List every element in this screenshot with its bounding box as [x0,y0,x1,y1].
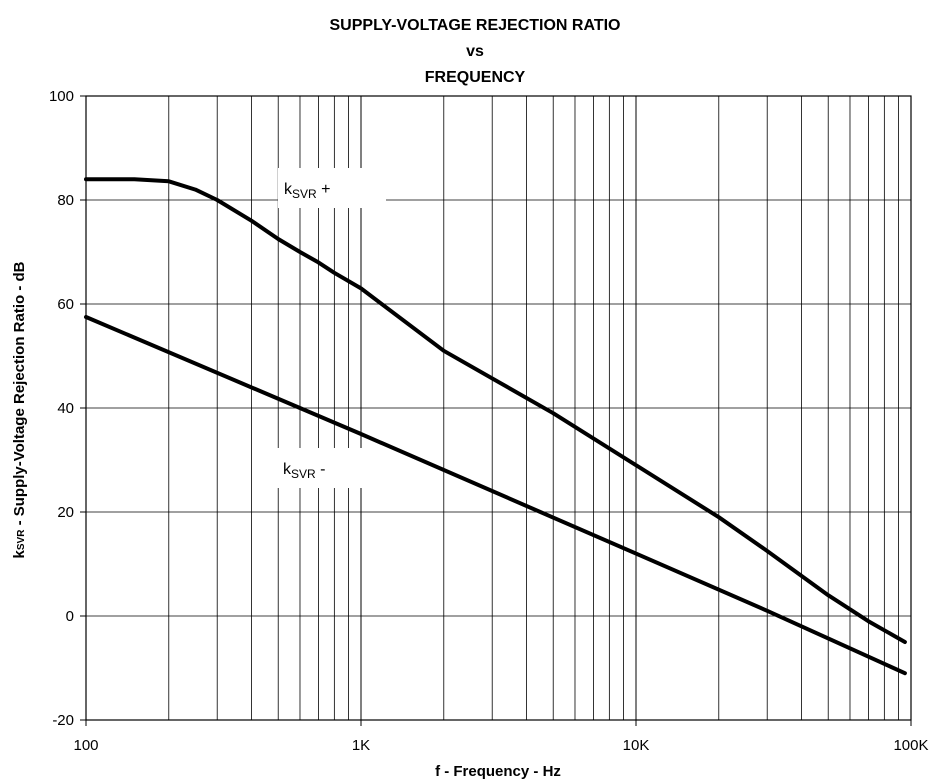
series-label-rest: + [317,181,331,198]
x-axis-label: f - Frequency - Hz [435,763,561,780]
chart-title: SUPPLY-VOLTAGE REJECTION RATIO vs FREQUE… [330,17,621,86]
x-tick-label: 1K [352,737,370,754]
y-axis-label-sub: SVR [16,529,27,550]
y-tick-label: 20 [57,504,74,521]
series-label-sub: SVR [292,187,317,201]
title-line-1: SUPPLY-VOLTAGE REJECTION RATIO [330,17,621,34]
series-label-kSVR-minus: kSVR - [277,448,363,488]
x-tick-label: 10K [623,737,650,754]
series-line-kSVR-minus [86,317,905,673]
y-tick-label: 100 [49,88,74,105]
grid [86,96,911,720]
y-axis-label-rest: - Supply-Voltage Rejection Ratio - dB [11,261,28,529]
tick-labels: 100 1K 10K 100K -20 0 20 40 60 80 100 [49,88,929,754]
y-tick-label: 80 [57,192,74,209]
title-line-2: vs [466,43,484,60]
title-line-3: FREQUENCY [425,69,526,86]
y-tick-label: 60 [57,296,74,313]
y-tick-label: -20 [52,712,74,729]
series-labels: kSVR + kSVR - [277,168,386,488]
y-tick-label: 40 [57,400,74,417]
series-label-rest: - [316,461,326,478]
x-tick-label: 100 [73,737,98,754]
series-label-sub: SVR [291,467,316,481]
series-label-kSVR-plus: kSVR + [278,168,386,208]
y-tick-label: 0 [66,608,74,625]
series-layer [86,179,905,673]
y-axis-label: kSVR - Supply-Voltage Rejection Ratio - … [11,261,28,558]
x-tick-label: 100K [893,737,928,754]
series-line-kSVR-plus [86,179,905,642]
